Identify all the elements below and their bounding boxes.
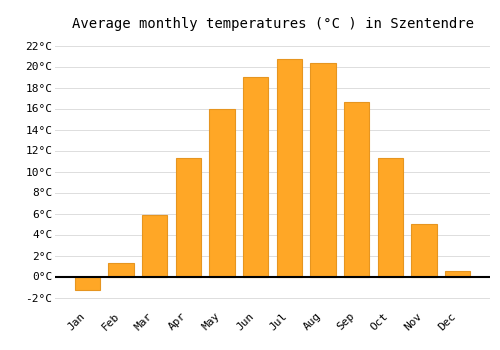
Bar — [344, 102, 370, 276]
Bar — [142, 215, 168, 276]
Bar — [412, 224, 436, 276]
Bar — [176, 158, 201, 276]
Bar — [445, 271, 470, 276]
Title: Average monthly temperatures (°C ) in Szentendre: Average monthly temperatures (°C ) in Sz… — [72, 17, 473, 31]
Bar — [310, 63, 336, 276]
Bar — [108, 263, 134, 277]
Bar — [75, 276, 100, 290]
Bar — [210, 108, 234, 276]
Bar — [276, 59, 302, 276]
Bar — [378, 158, 403, 276]
Bar — [243, 77, 268, 276]
